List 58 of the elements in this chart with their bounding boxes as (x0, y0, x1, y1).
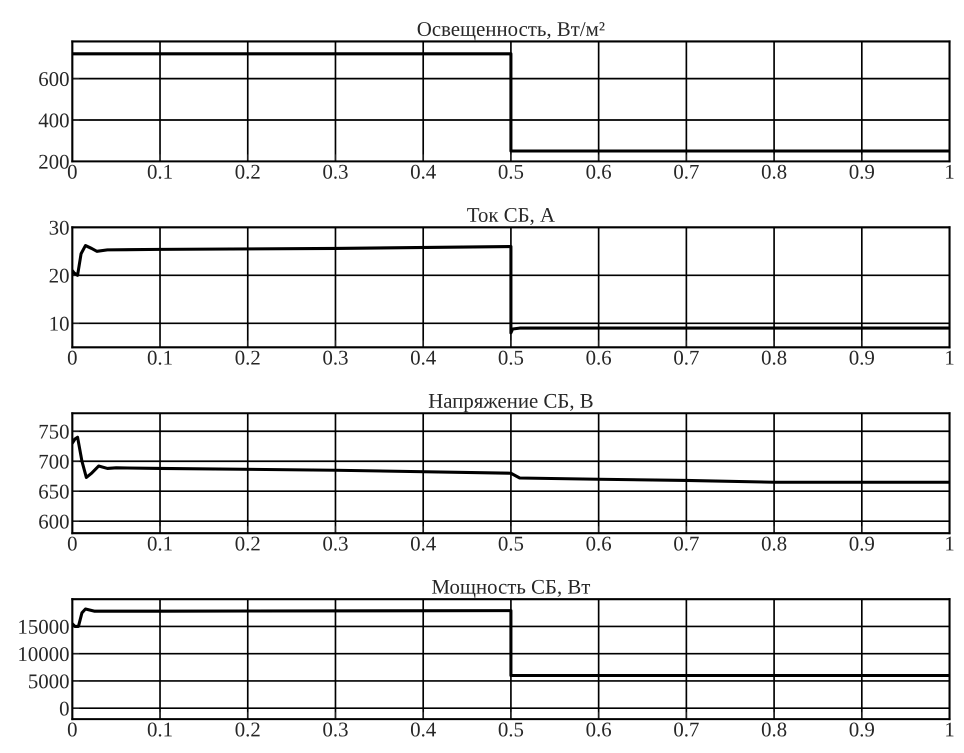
x-tick-label: 0.3 (323, 722, 348, 737)
x-tick-label: 0.6 (586, 164, 612, 179)
x-tick-label: 0.9 (850, 350, 874, 365)
chart-title: Напряжение СБ, В (428, 394, 593, 412)
x-tick-label: 1 (946, 722, 954, 736)
x-tick-label: 0.4 (410, 722, 436, 737)
x-tick-label: 0.5 (498, 164, 524, 179)
x-tick-label: 0.5 (498, 350, 524, 365)
x-tick-label: 0.8 (762, 536, 786, 551)
x-tick-label: 0.8 (762, 164, 786, 179)
x-tick-label: 0.5 (498, 536, 524, 551)
x-tick-label: 0.7 (674, 536, 699, 551)
x-tick-label: 1 (946, 536, 954, 550)
chart-title: Мощность СБ, Вт (432, 580, 590, 598)
x-tick-label: 0.2 (236, 350, 260, 365)
y-tick-label: 30 (50, 220, 69, 235)
x-tick-label: 0.6 (586, 350, 612, 365)
x-tick-label: 0.1 (148, 350, 172, 365)
x-tick-label: 0.9 (850, 536, 874, 551)
x-tick-label: 1 (946, 350, 954, 365)
chart-title: Освещенность, Вт/м² (418, 22, 605, 40)
x-tick-label: 0.6 (586, 536, 612, 551)
y-tick-label: 10 (50, 316, 69, 331)
x-tick-label: 0.8 (762, 722, 786, 737)
x-tick-label: 0.1 (148, 536, 172, 551)
x-tick-label: 0.2 (236, 164, 260, 179)
y-tick-label: 650 (39, 484, 69, 499)
y-tick-label: 750 (40, 424, 69, 439)
x-tick-label: 0.3 (323, 350, 348, 365)
y-tick-label: 200 (39, 154, 69, 169)
x-tick-label: 1 (946, 164, 954, 179)
x-tick-label: 0.1 (148, 164, 172, 179)
y-tick-label: 0 (60, 702, 69, 716)
y-tick-label: 20 (50, 268, 69, 283)
x-tick-label: 0.7 (674, 722, 699, 737)
y-tick-label: 15000 (19, 620, 69, 634)
y-tick-label: 700 (40, 454, 69, 469)
x-tick-label: 0.2 (236, 536, 260, 551)
y-tick-label: 400 (38, 113, 69, 128)
x-tick-label: 0.5 (498, 722, 524, 737)
x-tick-label: 0.7 (674, 350, 699, 365)
x-tick-label: 0.3 (323, 164, 348, 179)
y-tick-label: 600 (39, 72, 69, 86)
x-tick-label: 0.1 (148, 722, 172, 737)
y-tick-label: 600 (39, 514, 69, 529)
y-tick-label: 10000 (19, 647, 69, 662)
x-tick-label: 0.3 (323, 536, 348, 551)
x-tick-label: 0.6 (586, 722, 612, 737)
chart-title: Ток СБ, А (467, 208, 555, 225)
x-tick-label: 0.2 (236, 722, 260, 737)
x-tick-label: 0.4 (410, 536, 436, 551)
x-tick-label: 0.8 (762, 350, 786, 365)
x-tick-label: 0.9 (850, 164, 874, 179)
x-tick-label: 0.9 (850, 722, 874, 737)
x-tick-label: 0.4 (410, 164, 436, 179)
x-tick-label: 0.7 (674, 164, 699, 179)
y-tick-label: 5000 (29, 674, 69, 688)
x-tick-label: 0.4 (410, 350, 436, 365)
